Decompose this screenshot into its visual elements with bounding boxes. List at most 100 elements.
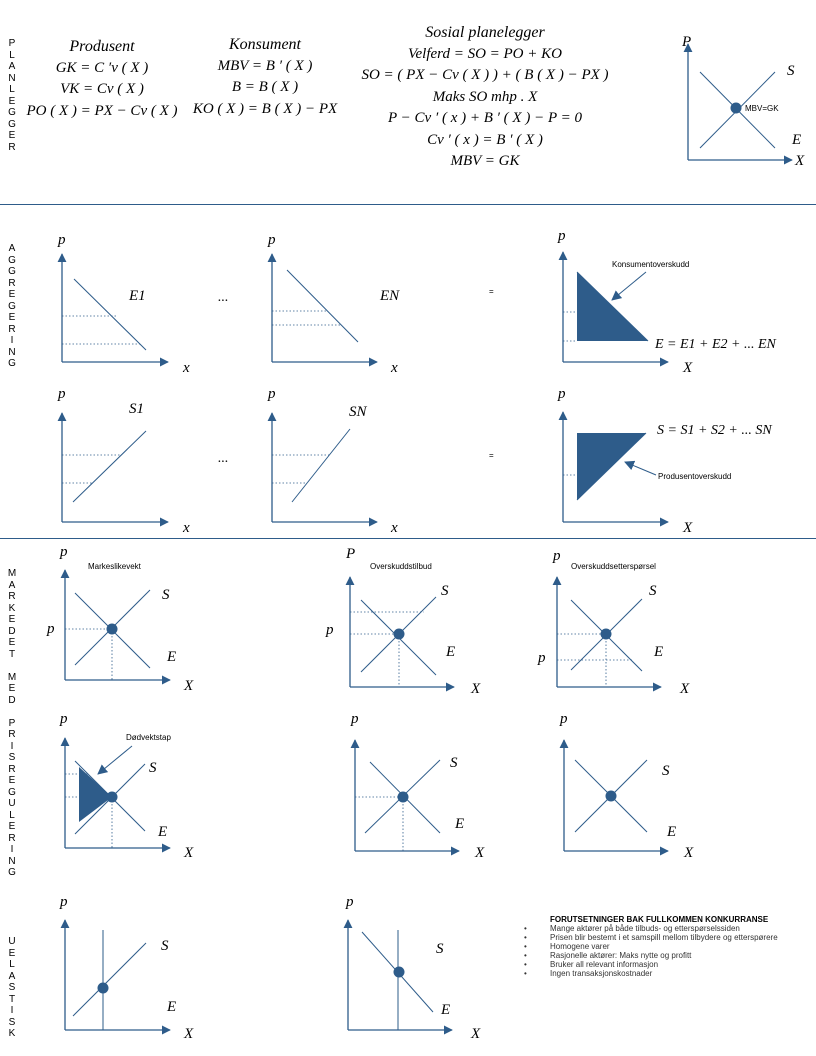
- excess-demand-chart: p X Overskuddsetterspørsel p S E: [537, 548, 690, 697]
- x-axis-label: X: [474, 845, 485, 861]
- aggregate-demand: Konsumentoverskudd p X E = E1 + E2 + ...…: [557, 228, 777, 376]
- chart-title: Markeslikevekt: [88, 562, 142, 571]
- consumer-benefit: B = B ( X ): [231, 79, 299, 95]
- assumption-text: Ingen transaksjonskostnader: [550, 969, 653, 978]
- y-axis-label: p: [559, 711, 568, 727]
- deadweight-loss-area: [79, 767, 112, 822]
- equilibrium-point: [397, 791, 409, 803]
- annotation-arrow: [97, 745, 133, 775]
- producer-marginal-cost: GK = C ′v ( X ): [55, 59, 149, 76]
- x-axis-label: x: [390, 520, 398, 536]
- assumption-text: Rasjonelle aktører: Maks nytte og profit…: [550, 951, 692, 960]
- curve-label: SN: [349, 404, 368, 420]
- inelastic-demand-chart: p X S E: [343, 894, 481, 1042]
- aggregate-supply-formula: S = S1 + S2 + ... SN: [657, 423, 772, 438]
- assumption-item: • Prisen blir bestemt i et samspill mello…: [522, 933, 812, 942]
- market-chart-right: p X S E: [559, 711, 694, 861]
- x-axis-label: x: [390, 360, 398, 376]
- assumptions-title: FORUTSETNINGER BAK FULLKOMMEN KONKURRANS…: [550, 915, 769, 924]
- supply-label: S: [436, 941, 444, 957]
- assumption-text: Mange aktører på både tilbuds- og etters…: [550, 924, 740, 933]
- deadweight-loss-label: Dødvektstap: [126, 733, 171, 742]
- demand-label: E: [445, 644, 455, 660]
- x-axis-label: X: [683, 845, 694, 861]
- y-axis-label: p: [59, 711, 68, 727]
- y-axis-label: p: [57, 386, 66, 402]
- planner-condition: Cv ′ ( x ) = B ′ ( X ): [427, 131, 543, 148]
- y-axis-label: p: [552, 548, 561, 564]
- y-axis-label: p: [350, 711, 359, 727]
- supply-label: S: [649, 583, 657, 599]
- assumption-item: • Homogene varer: [522, 942, 812, 951]
- supply-label: S: [161, 938, 169, 954]
- supply-label: S: [162, 587, 170, 603]
- curve-label: E1: [128, 288, 146, 304]
- curve-label: S1: [129, 401, 144, 417]
- market-equilibrium-chart: p X Markeslikevekt p S E: [46, 544, 194, 694]
- demand-curve: [576, 271, 649, 342]
- assumption-text: Bruker all relevant informasjon: [550, 960, 659, 969]
- assumption-item: • Ingen transaksjonskostnader: [522, 969, 812, 978]
- section-divider-top: [0, 204, 816, 205]
- equilibrium-point: [393, 628, 405, 640]
- x-axis-label: x: [182, 520, 190, 536]
- equilibrium-point: [106, 791, 118, 803]
- equilibrium-point: [600, 628, 612, 640]
- y-axis-label: p: [57, 232, 66, 248]
- y-axis-label: p: [59, 544, 68, 560]
- x-axis-label: X: [183, 1026, 194, 1042]
- demand-curve: [286, 269, 359, 343]
- demand-curve: [73, 278, 147, 351]
- demand-label: E: [454, 816, 464, 832]
- x-axis-label: X: [183, 678, 194, 694]
- demand-label: E: [440, 1002, 450, 1018]
- supply-label: S: [149, 760, 157, 776]
- planner-chart: P X S E MBV=GK: [681, 34, 805, 169]
- individual-demand-n: p x EN: [267, 232, 400, 376]
- equilibrium-point: [730, 102, 742, 114]
- consumer-marginal-benefit: MBV = B ′ ( X ): [217, 57, 313, 74]
- individual-demand-1: p x E1: [57, 232, 190, 376]
- bullet-icon: •: [524, 969, 527, 978]
- demand-label: E: [166, 649, 176, 665]
- bullet-icon: •: [524, 933, 527, 942]
- equilibrium-point: [106, 623, 118, 635]
- planner-surplus-sum: SO = ( PX − Cv ( X ) ) + ( B ( X ) − PX …: [361, 67, 609, 83]
- consumer-surplus-formula: KO ( X ) = B ( X ) − PX: [192, 100, 338, 117]
- assumptions-list: • Mange aktører på både tilbuds- og etter…: [522, 924, 812, 978]
- y-axis-label: P: [345, 546, 355, 562]
- y-axis-label: p: [59, 894, 68, 910]
- assumption-item: • Mange aktører på både tilbuds- og etter…: [522, 924, 812, 933]
- demand-label: E: [653, 644, 663, 660]
- section-divider-middle: [0, 538, 816, 539]
- supply-curve: [291, 428, 351, 503]
- producer-surplus-label: Produsentoverskudd: [658, 472, 731, 481]
- curve-label: EN: [379, 288, 400, 304]
- individual-supply-1: p x S1: [57, 386, 190, 536]
- supply-label: S: [441, 583, 449, 599]
- demand-label: E: [791, 132, 801, 148]
- x-axis-label: x: [182, 360, 190, 376]
- consumer-equations: Konsument MBV = B ′ ( X ) B = B ( X ) KO…: [185, 34, 345, 120]
- x-axis-label: X: [794, 153, 805, 169]
- demand-label: E: [166, 999, 176, 1015]
- y-axis-label: P: [681, 34, 691, 50]
- y-axis-label: p: [267, 386, 276, 402]
- inelastic-supply-chart: p X S E: [59, 894, 194, 1042]
- x-axis-label: X: [470, 681, 481, 697]
- x-axis-label: X: [682, 360, 693, 376]
- side-label-market-regulation: M A R K E D E T M E D P R I S R E G U L …: [7, 568, 17, 878]
- individual-supply-n: p x SN: [267, 386, 398, 536]
- producer-equations: Produsent GK = C ′v ( X ) VK = Cv ( X ) …: [22, 36, 182, 122]
- equilibrium-point: [605, 790, 617, 802]
- planner-result: MBV = GK: [450, 153, 520, 169]
- price-label: p: [325, 622, 334, 638]
- market-chart-middle: p X S E: [350, 711, 485, 861]
- assumption-item: • Rasjonelle aktører: Maks nytte og profi…: [522, 951, 812, 960]
- bullet-icon: •: [524, 951, 527, 960]
- aggregate-supply: Produsentoverskudd p X S = S1 + S2 + ...…: [557, 386, 772, 536]
- consumer-surplus-label: Konsumentoverskudd: [612, 260, 689, 269]
- price-label: p: [537, 650, 546, 666]
- bullet-icon: •: [524, 942, 527, 951]
- y-axis-label: p: [267, 232, 276, 248]
